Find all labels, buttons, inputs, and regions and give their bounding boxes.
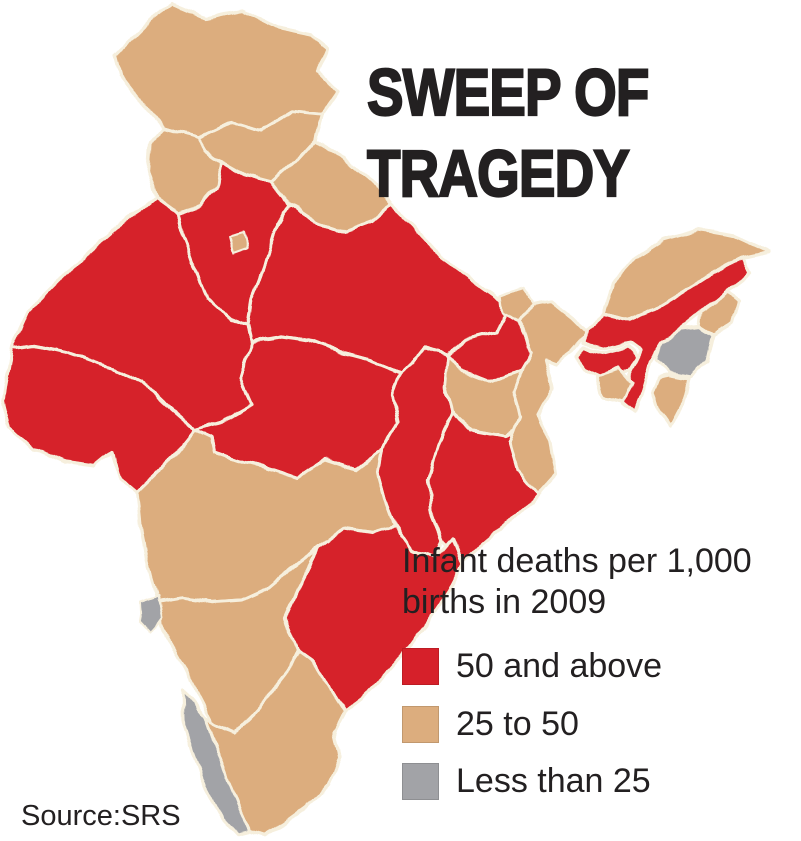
state-west-bengal xyxy=(508,300,590,496)
page-title-line1: SWEEP OF xyxy=(366,54,650,130)
state-tripura xyxy=(595,367,633,403)
source-credit: Source:SRS xyxy=(21,800,181,832)
page-title: SWEEP OF TRAGEDY xyxy=(366,52,650,214)
state-karnataka xyxy=(156,546,320,734)
legend-heading-line2: births in 2009 xyxy=(402,583,607,621)
legend-label-high: 50 and above xyxy=(456,647,663,685)
state-sikkim xyxy=(498,286,536,322)
legend-item-mid: 25 to 50 xyxy=(402,706,579,743)
legend-item-high: 50 and above xyxy=(402,648,662,685)
state-uttarakhand xyxy=(270,138,394,234)
legend-heading-line1: Infant deaths per 1,000 xyxy=(402,542,752,580)
state-kerala xyxy=(180,688,252,837)
legend-label-low: Less than 25 xyxy=(456,762,651,800)
legend-swatch-mid xyxy=(402,706,439,743)
state-mizoram xyxy=(651,373,691,428)
state-punjab xyxy=(146,126,224,215)
legend-swatch-low xyxy=(402,763,439,800)
legend-item-low: Less than 25 xyxy=(402,763,651,800)
state-delhi xyxy=(229,231,249,253)
legend-label-mid: 25 to 50 xyxy=(456,705,579,743)
state-goa xyxy=(139,595,163,633)
state-meghalaya xyxy=(574,345,640,379)
legend-heading: Infant deaths per 1,000 births in 2009 xyxy=(402,541,752,623)
state-manipur xyxy=(655,325,715,379)
page-title-line2: TRAGEDY xyxy=(366,135,631,211)
legend-swatch-high xyxy=(402,648,439,685)
